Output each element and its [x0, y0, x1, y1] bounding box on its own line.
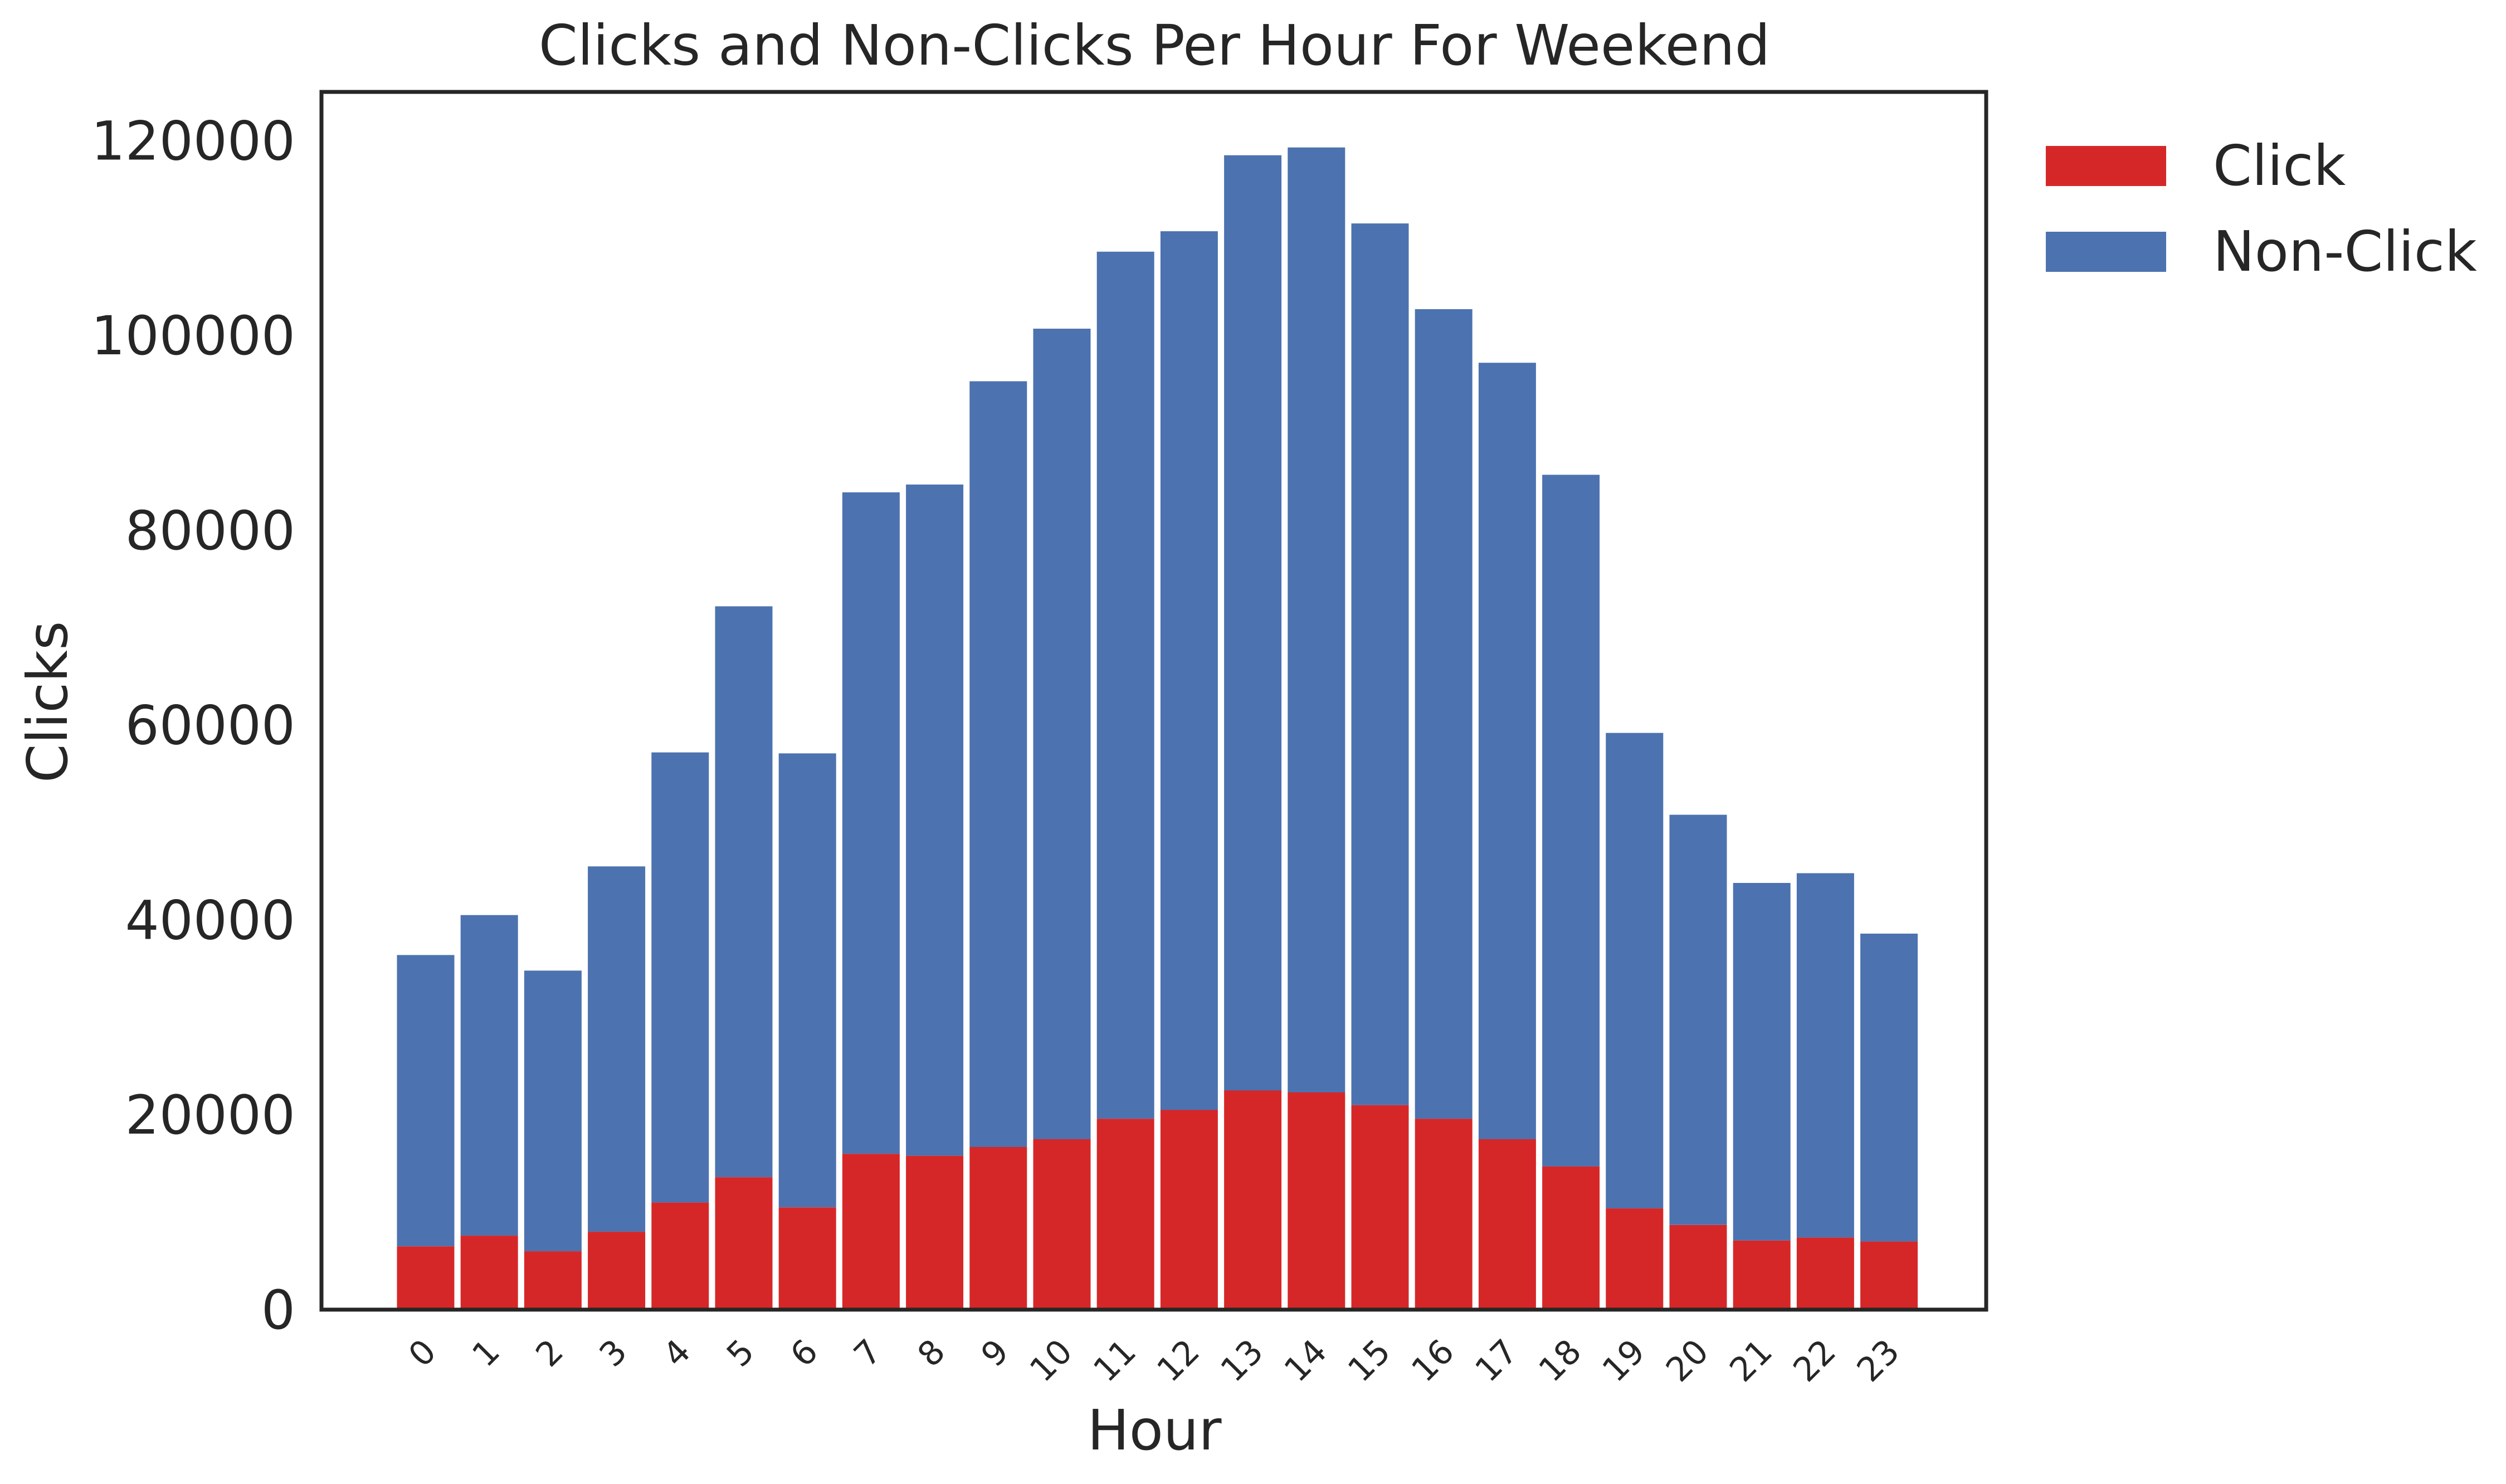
- bar-click-14: [1288, 1092, 1345, 1310]
- bar-click-3: [588, 1232, 646, 1310]
- bar-click-15: [1351, 1105, 1409, 1310]
- bar-non-click-12: [1160, 231, 1218, 1110]
- bar-non-click-10: [1033, 329, 1091, 1139]
- bar-non-click-23: [1860, 934, 1918, 1242]
- bar-click-21: [1733, 1240, 1791, 1310]
- bar-click-11: [1096, 1119, 1154, 1310]
- y-axis-label: Clicks: [15, 621, 80, 783]
- bar-non-click-1: [460, 915, 518, 1236]
- legend-swatch-non-click: [2046, 232, 2166, 272]
- bar-click-8: [906, 1155, 964, 1310]
- bar-non-click-15: [1351, 223, 1409, 1105]
- bar-non-click-5: [715, 606, 773, 1178]
- chart-title: Clicks and Non-Clicks Per Hour For Weeke…: [539, 13, 1770, 78]
- bar-click-13: [1224, 1090, 1282, 1310]
- bar-click-6: [778, 1207, 836, 1310]
- y-tick-label: 100000: [91, 305, 295, 367]
- bar-non-click-3: [588, 866, 646, 1232]
- bar-non-click-18: [1542, 475, 1600, 1166]
- bar-click-2: [524, 1251, 582, 1310]
- y-tick-label: 60000: [125, 695, 295, 757]
- bar-click-1: [460, 1236, 518, 1310]
- bar-non-click-16: [1415, 309, 1473, 1119]
- legend-label-non-click: Non-Click: [2213, 219, 2477, 284]
- bars-layer: [397, 147, 1918, 1310]
- x-axis-label: Hour: [1088, 1398, 1222, 1463]
- y-tick-label: 80000: [125, 500, 295, 562]
- bar-non-click-7: [842, 492, 900, 1154]
- bar-click-12: [1160, 1110, 1218, 1310]
- bar-click-18: [1542, 1166, 1600, 1310]
- bar-non-click-21: [1733, 883, 1791, 1241]
- bar-non-click-20: [1669, 814, 1727, 1225]
- y-tick-label: 0: [261, 1279, 295, 1341]
- bar-non-click-2: [524, 970, 582, 1252]
- bar-non-click-9: [969, 381, 1027, 1147]
- y-tick-label: 120000: [91, 110, 295, 172]
- legend-swatch-click: [2046, 146, 2166, 186]
- bar-non-click-17: [1478, 363, 1536, 1140]
- y-tick-label: 20000: [125, 1084, 295, 1146]
- bar-click-5: [715, 1177, 773, 1310]
- bar-non-click-0: [397, 955, 455, 1247]
- y-axis-ticks: 0 20000 40000 60000 80000 100000 120000: [91, 110, 295, 1341]
- legend-label-click: Click: [2213, 133, 2346, 198]
- bar-non-click-8: [906, 484, 964, 1156]
- bar-click-17: [1478, 1139, 1536, 1310]
- bar-click-9: [969, 1147, 1027, 1310]
- bar-click-16: [1415, 1119, 1473, 1310]
- bar-click-7: [842, 1154, 900, 1310]
- bar-non-click-4: [651, 752, 709, 1203]
- bar-non-click-19: [1606, 733, 1664, 1209]
- bar-non-click-22: [1796, 873, 1854, 1238]
- bar-non-click-6: [778, 753, 836, 1208]
- bar-click-23: [1860, 1241, 1918, 1310]
- bar-click-0: [397, 1246, 455, 1310]
- plot-frame: [319, 90, 1988, 1312]
- bar-non-click-13: [1224, 155, 1282, 1091]
- bar-non-click-14: [1288, 147, 1345, 1093]
- bar-click-22: [1796, 1237, 1854, 1310]
- bar-click-4: [651, 1202, 709, 1310]
- y-tick-label: 40000: [125, 890, 295, 952]
- bar-non-click-11: [1096, 251, 1154, 1119]
- bar-click-10: [1033, 1139, 1091, 1310]
- legend: Click Non-Click: [2046, 133, 2477, 284]
- bar-click-19: [1606, 1208, 1664, 1310]
- bar-click-20: [1669, 1224, 1727, 1310]
